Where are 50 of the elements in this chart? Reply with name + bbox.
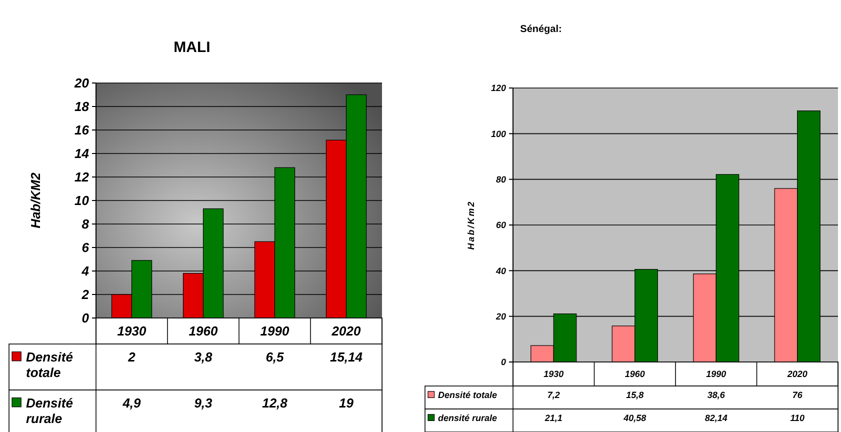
data-label: 82,14 bbox=[704, 413, 728, 424]
data-label: 40,58 bbox=[622, 413, 646, 424]
x-tick-label: 2020 bbox=[786, 369, 808, 380]
y-tick-label: 80 bbox=[496, 174, 506, 184]
y-tick-label: 0 bbox=[82, 310, 90, 326]
chart-title: MALI bbox=[174, 39, 210, 56]
chart-title: Sénégal: bbox=[520, 24, 562, 35]
data-label: 15,14 bbox=[330, 350, 364, 365]
legend-label: Densité totale bbox=[26, 350, 73, 380]
data-label: 21,1 bbox=[544, 413, 562, 424]
data-label: 15,8 bbox=[626, 390, 644, 400]
x-tick-label: 1960 bbox=[624, 369, 645, 380]
data-label: 76 bbox=[792, 390, 804, 400]
legend-label: Densité totale bbox=[438, 390, 498, 400]
y-tick-label: 0 bbox=[500, 357, 506, 368]
y-tick-label: 120 bbox=[490, 83, 506, 94]
y-axis-title: Hab/Km2 bbox=[466, 200, 476, 250]
y-tick-label: 6 bbox=[82, 240, 90, 256]
data-label: 4,9 bbox=[122, 396, 142, 411]
y-tick-label: 10 bbox=[74, 193, 90, 208]
data-label: 110 bbox=[790, 413, 805, 424]
x-tick-label: 1930 bbox=[117, 324, 147, 339]
y-tick-label: 14 bbox=[74, 146, 90, 162]
x-tick-label: 1990 bbox=[706, 369, 726, 380]
x-tick-label: 1960 bbox=[188, 324, 218, 339]
y-tick-label: 12 bbox=[74, 170, 90, 185]
legend-label: Densité rurale bbox=[26, 396, 73, 426]
data-label: 7,2 bbox=[547, 390, 560, 400]
data-label: 6,5 bbox=[266, 350, 285, 365]
data-label: 19 bbox=[339, 396, 354, 411]
y-tick-label: 20 bbox=[494, 311, 506, 322]
y-tick-label: 40 bbox=[494, 266, 506, 276]
y-tick-label: 8 bbox=[82, 216, 90, 232]
x-tick-label: 1930 bbox=[544, 369, 564, 380]
y-tick-label: 2 bbox=[80, 287, 90, 302]
data-label: 12,8 bbox=[262, 396, 288, 411]
y-tick-label: 20 bbox=[74, 76, 90, 91]
data-label: 3,8 bbox=[194, 350, 214, 365]
data-label: 9,3 bbox=[194, 396, 214, 411]
y-tick-label: 16 bbox=[74, 122, 90, 138]
y-tick-label: 4 bbox=[80, 264, 90, 279]
y-tick-label: 60 bbox=[496, 220, 506, 230]
data-label: 38,6 bbox=[707, 390, 726, 400]
x-tick-label: 1990 bbox=[260, 324, 290, 339]
y-tick-label: 100 bbox=[490, 128, 506, 139]
legend-label: densité rurale bbox=[438, 413, 498, 424]
y-tick-label: 18 bbox=[74, 99, 90, 114]
data-label: 2 bbox=[127, 350, 136, 365]
y-axis-title: Hab/KM2 bbox=[28, 172, 43, 228]
x-tick-label: 2020 bbox=[330, 324, 362, 339]
